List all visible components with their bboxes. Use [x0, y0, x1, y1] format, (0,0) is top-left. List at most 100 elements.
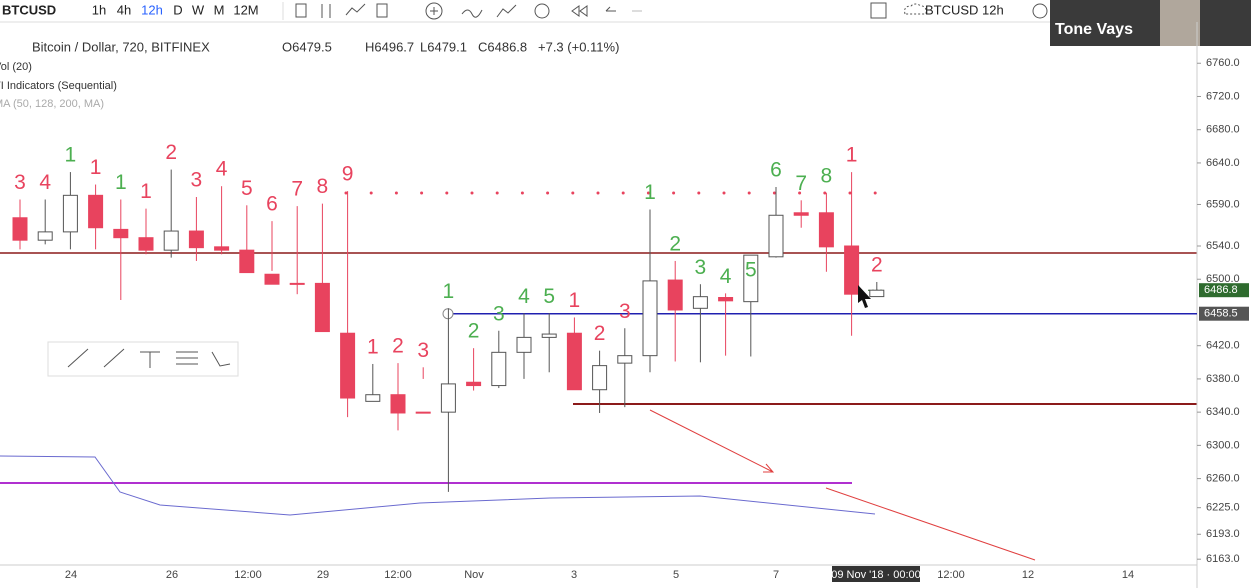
ohlc: O6479.5: [282, 39, 332, 54]
candle-body: [138, 237, 154, 251]
td-dot: [546, 191, 550, 195]
toolbar: [0, 0, 1251, 22]
td-sell: 1: [569, 289, 581, 312]
interval[interactable]: 4h: [117, 2, 131, 17]
candle-body: [415, 411, 431, 414]
td-dot: [596, 191, 600, 195]
td-sell: 4: [216, 158, 228, 181]
candle-body: [869, 289, 885, 298]
y-tick-label: 6420.0: [1206, 340, 1240, 352]
candle-body: [667, 279, 683, 311]
y-tick-label: 6163.0: [1206, 553, 1240, 565]
candle-body: [491, 351, 507, 387]
x-tick-label: 7: [773, 569, 779, 581]
candle-body: [516, 336, 532, 353]
td-sell: 3: [191, 169, 203, 192]
td-dot: [520, 191, 524, 195]
td-buy: 3: [493, 302, 505, 325]
symbol[interactable]: BTCUSD: [2, 2, 56, 17]
candle-body: [692, 296, 708, 309]
td-buy: 1: [443, 280, 455, 303]
td-dot: [621, 191, 625, 195]
td-buy: 1: [65, 144, 77, 167]
level-label-bg: [1199, 306, 1249, 321]
y-tick-label: 6193.0: [1206, 528, 1240, 540]
webcam: [1050, 0, 1251, 46]
td-dot: [697, 191, 701, 195]
candle-body: [12, 217, 28, 241]
y-tick-label: 6680.0: [1206, 124, 1240, 136]
candle-body: [314, 282, 330, 333]
drawing-tools[interactable]: [67, 348, 231, 368]
x-tick-label: 24: [65, 569, 77, 581]
x-tick-label: 12:00: [234, 569, 262, 581]
x-tick-label: 29: [317, 569, 329, 581]
candle-body: [365, 394, 381, 402]
interval[interactable]: 1h: [92, 2, 106, 17]
y-tick-label: 6760.0: [1206, 57, 1240, 69]
td-dot: [420, 191, 424, 195]
interval[interactable]: D: [173, 2, 182, 17]
td-sell: 2: [165, 141, 177, 164]
td-sell: 8: [317, 175, 329, 198]
candle-body: [264, 273, 280, 285]
td-sell: 1: [367, 336, 379, 359]
webcam-name: Tone Vays: [1055, 21, 1133, 38]
indicator: TI Indicators (Sequential): [0, 80, 117, 92]
td-sell: 5: [241, 177, 253, 200]
interval[interactable]: M: [214, 2, 225, 17]
td-dot: [344, 191, 348, 195]
td-dot: [823, 191, 827, 195]
td-dot: [747, 191, 751, 195]
candle-body: [566, 332, 582, 391]
indicator: MA (50, 128, 200, MA): [0, 98, 104, 110]
td-sell: 2: [392, 335, 404, 358]
candle-body: [541, 333, 557, 338]
candle-body: [617, 355, 633, 364]
y-tick-label: 6260.0: [1206, 473, 1240, 485]
toolbar-icons[interactable]: [295, 2, 1048, 20]
td-sell: 1: [140, 180, 152, 203]
x-tick-label: 5: [673, 569, 679, 581]
last-price-bg: [1199, 283, 1249, 298]
td-buy: 4: [720, 265, 732, 288]
y-tick-label: 6225.0: [1206, 502, 1240, 514]
x-tick-label: 12: [1022, 569, 1034, 581]
td-buy: 8: [821, 164, 833, 187]
y-tick-label: 6300.0: [1206, 439, 1240, 451]
drawing-toolbar[interactable]: [47, 341, 239, 377]
chart-name[interactable]: BTCUSD 12h: [925, 2, 1004, 17]
candle-body: [37, 231, 53, 241]
interval[interactable]: W: [192, 2, 205, 17]
interval[interactable]: 12M: [233, 2, 258, 17]
td-dot: [445, 191, 449, 195]
candle-body: [718, 297, 734, 302]
td-sell: 2: [594, 322, 606, 345]
td-buy: 4: [518, 285, 530, 308]
candle-body: [239, 249, 255, 274]
td-dot: [722, 191, 726, 195]
x-tick-label: 12:00: [937, 569, 965, 581]
td-buy: 6: [770, 159, 782, 182]
td-sell: 1: [846, 144, 858, 167]
y-tick-label: 6720.0: [1206, 90, 1240, 102]
candle-body: [289, 282, 305, 285]
td-sell: 3: [619, 300, 631, 323]
td-buy: 5: [543, 285, 555, 308]
x-tick-label: 09 Nov '18 · 00:00: [831, 569, 921, 581]
y-tick-label: 6500.0: [1206, 273, 1240, 285]
y-tick-label: 6640.0: [1206, 157, 1240, 169]
ohlc: L6479.1: [420, 39, 467, 54]
td-sell: 3: [417, 339, 429, 362]
legend-title: Bitcoin / Dollar, 720, BITFINEX: [32, 39, 210, 54]
td-dot: [646, 191, 650, 195]
td-sell: 9: [342, 163, 354, 186]
td-buy: 2: [468, 320, 480, 343]
candle-body: [340, 332, 356, 399]
interval[interactable]: 12h: [141, 2, 163, 17]
volume-ma: [0, 455, 876, 516]
candle-body: [390, 394, 406, 414]
td-dot: [369, 191, 373, 195]
candle-body: [62, 194, 78, 233]
td-buy: 5: [745, 258, 757, 281]
